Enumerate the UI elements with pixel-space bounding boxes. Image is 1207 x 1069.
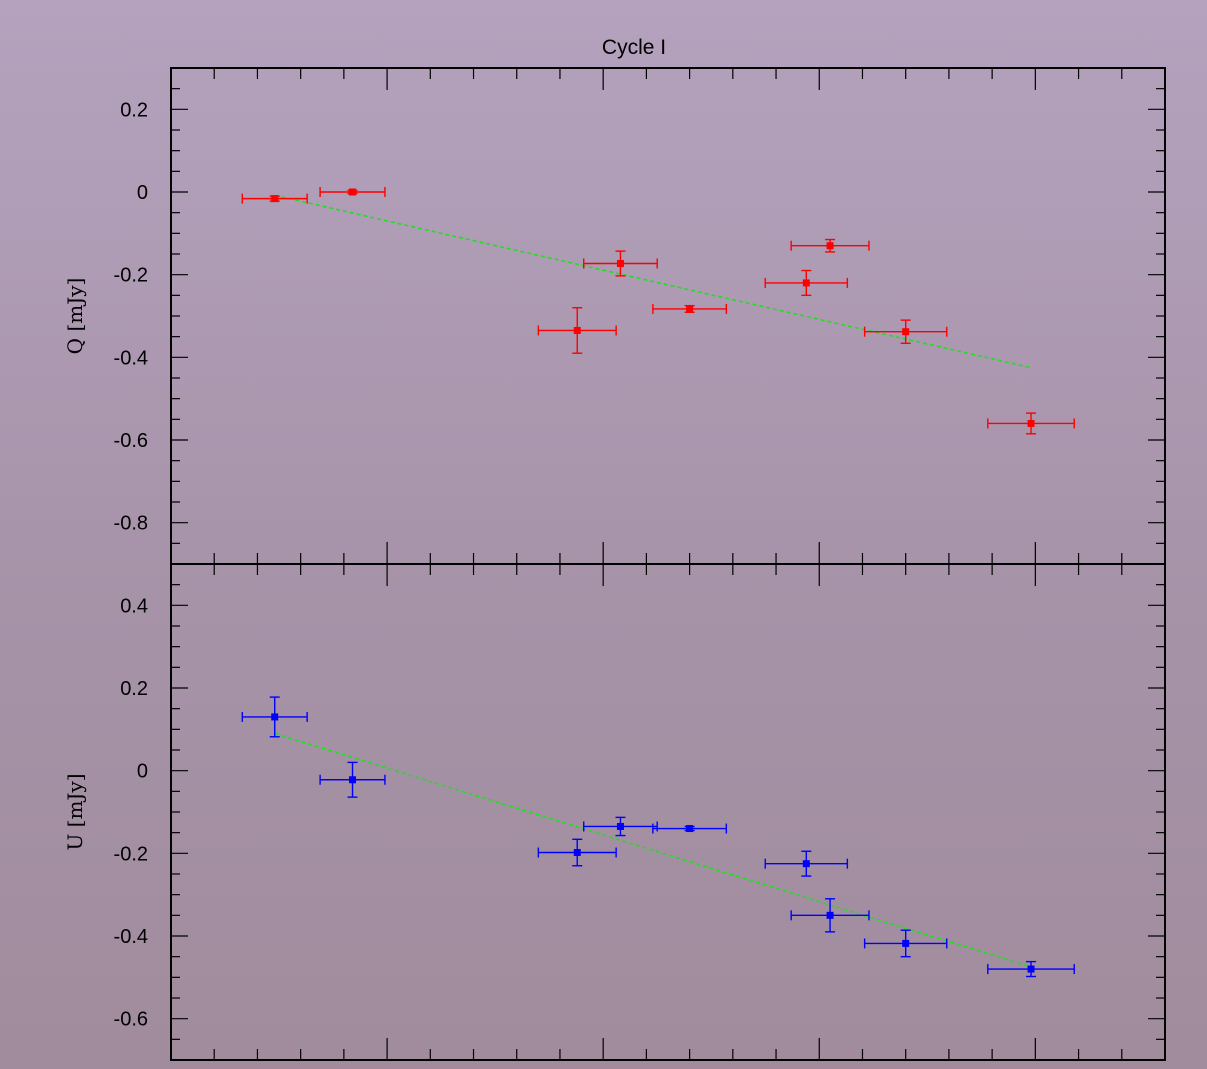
u-marker (826, 911, 834, 919)
q-data-point (241, 193, 308, 204)
q-y-tick-label: 0.2 (120, 99, 148, 121)
u-y-tick-label: 0.2 (120, 678, 148, 700)
u-marker (802, 860, 810, 868)
q-marker (573, 326, 581, 334)
q-y-tick-label: -0.2 (114, 265, 148, 287)
q-marker (802, 279, 810, 287)
u-y-tick-label: 0.4 (120, 595, 148, 617)
chart-title: Cycle I (602, 36, 666, 59)
u-data-point (652, 823, 728, 834)
u-plot-frame (170, 563, 1166, 1061)
q-y-tick-label: -0.6 (114, 430, 148, 452)
u-marker (349, 776, 357, 784)
u-marker (686, 825, 694, 833)
q-y-tick-label: 0 (137, 182, 148, 204)
u-data-point (583, 816, 658, 837)
q-marker (686, 305, 694, 313)
u-marker (902, 939, 910, 947)
u-data-point (764, 850, 849, 877)
q-data-point (537, 307, 617, 354)
u-y-tick-label: -0.2 (114, 843, 148, 865)
q-marker (1027, 419, 1035, 427)
u-panel: 0.4 0.2 0 -0.2 -0.4 -0.6 U [mJy] (63, 564, 1165, 1060)
q-marker (271, 195, 279, 203)
u-marker (573, 849, 581, 857)
q-y-tick-label: -0.4 (114, 347, 148, 369)
u-data-point (863, 929, 948, 958)
u-marker (271, 713, 279, 721)
u-data-point (987, 960, 1075, 978)
u-data-point (790, 898, 870, 933)
q-y-tick-label: -0.8 (114, 513, 148, 535)
q-data-point (764, 269, 849, 297)
q-data-point (790, 238, 870, 253)
q-marker (349, 188, 357, 196)
q-marker (902, 328, 910, 336)
q-fit-line (274, 194, 1032, 369)
plot-frames (170, 67, 1166, 1061)
u-y-axis-title: U [mJy] (63, 773, 87, 850)
u-data-point (537, 838, 617, 867)
u-fit-line (274, 732, 1032, 968)
u-y-tick-label: 0 (137, 761, 148, 783)
u-data-point (241, 696, 308, 738)
u-y-tick-label: -0.6 (114, 1009, 148, 1031)
q-y-axis-title: Q [mJy] (63, 278, 87, 355)
q-data-point (319, 187, 386, 197)
u-data-point (319, 761, 386, 798)
u-y-tick-label: -0.4 (114, 926, 148, 948)
u-marker (1027, 965, 1035, 973)
q-panel: 0.2 0 -0.2 -0.4 -0.6 -0.8 Q [mJy] (63, 68, 1165, 564)
q-data-point (583, 250, 658, 277)
q-marker (826, 242, 834, 250)
q-plot-frame (170, 67, 1166, 565)
q-data-point (652, 303, 728, 314)
q-marker (616, 260, 624, 268)
q-data-point (863, 319, 948, 344)
u-marker (616, 822, 624, 830)
q-data-point (987, 412, 1075, 435)
